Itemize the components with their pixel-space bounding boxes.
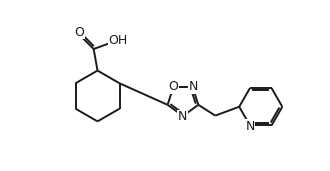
Text: N: N [178,110,187,123]
Text: O: O [169,80,179,93]
Text: N: N [188,80,198,93]
Text: N: N [245,120,255,133]
Text: OH: OH [109,34,128,47]
Text: O: O [74,26,84,39]
